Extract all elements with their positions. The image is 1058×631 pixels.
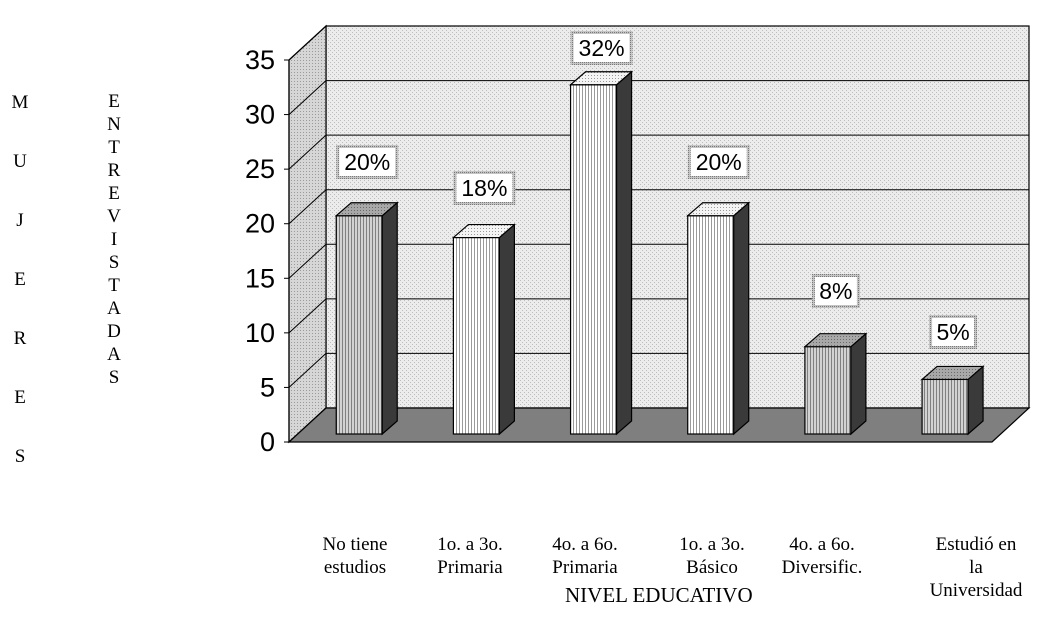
chart-side-wall [288,24,327,444]
gridline-side [288,189,327,225]
y-tick-label: 15 [245,263,275,293]
x-tick-label: 4o. a 6o. Primaria [552,534,618,578]
gridline-side [288,353,327,388]
data-label-background [814,277,857,305]
y-axis-label-letter: N [107,114,121,135]
y-axis-label-letter: T [108,275,120,296]
bar-side [850,332,867,436]
y-axis-label-letter: R [13,328,27,349]
data-label: 5% [936,319,969,345]
y-axis-label-letter: I [110,229,118,250]
x-tick-label: 4o. a 6o. Diversific. [781,534,863,578]
data-label: 20% [696,149,742,175]
y-tick-label: 20 [245,209,275,239]
y-axis-label-letter: E [14,387,26,408]
data-label: 32% [579,35,625,61]
y-axis-label-letter: S [108,367,120,388]
bar-top [803,333,868,348]
gridline-side [288,134,327,170]
x-axis-label: NIVEL EDUCATIVO [565,583,753,607]
y-axis-label-letter: U [13,151,27,172]
y-tick-label: 10 [245,318,275,348]
y-tick-label: 0 [260,427,275,457]
gridline-side [288,80,327,115]
y-axis-label-letter: S [108,252,120,273]
bar-side [733,201,750,436]
gridline-side [288,298,327,334]
y-axis-label-letter: S [14,446,26,467]
bar-top [686,202,751,217]
y-axis-label-letter: E [108,183,120,204]
x-tick-label: 1o. a 3o. Básico [679,534,745,578]
bar-top [451,223,517,239]
y-axis-label-letter: E [108,91,120,112]
y-axis-label-letter: R [107,160,121,181]
y-axis-label-letter: A [107,344,121,365]
y-axis-label-letter: A [107,298,121,319]
data-label: 18% [461,175,507,201]
data-label-background [690,148,747,176]
y-axis-label-letter: M [11,92,29,113]
y-axis-label-letter: J [16,210,24,231]
y-tick-label: 35 [245,45,275,75]
bar [452,236,500,435]
chart-floor [287,407,1031,443]
x-tick-label: Estudió en la Universidad [929,534,1023,601]
bar [335,215,383,435]
y-tick-label: 5 [260,372,275,402]
y-axis-label-letter: V [107,206,121,227]
bar [687,215,735,435]
bar-side [615,70,633,436]
data-label: 8% [819,278,852,304]
bar-top [334,202,399,217]
bar-side [381,201,398,436]
data-label-background [573,34,630,62]
x-tick-label: 1o. a 3o. Primaria [437,534,503,578]
bar [569,84,618,435]
data-label-background [456,174,513,202]
bar [804,346,852,435]
y-tick-label: 30 [245,100,275,130]
y-axis-label-mujeres: M U J E R E S [10,93,30,466]
chart-back-wall [325,25,1030,409]
y-axis-label-letter: D [107,321,121,342]
bar-side [498,223,516,436]
x-tick-label: No tiene estudios [322,534,388,578]
bar-top [568,71,634,86]
gridline-side [288,25,327,61]
bar-top [920,365,985,381]
bar [921,378,969,435]
y-axis-label-letter: T [108,137,120,158]
data-label-background [339,148,396,176]
y-axis-label-letter: E [14,269,26,290]
data-label: 20% [344,149,390,175]
gridline-side [288,243,327,279]
y-tick-label: 25 [245,154,275,184]
data-label-background [932,318,975,346]
